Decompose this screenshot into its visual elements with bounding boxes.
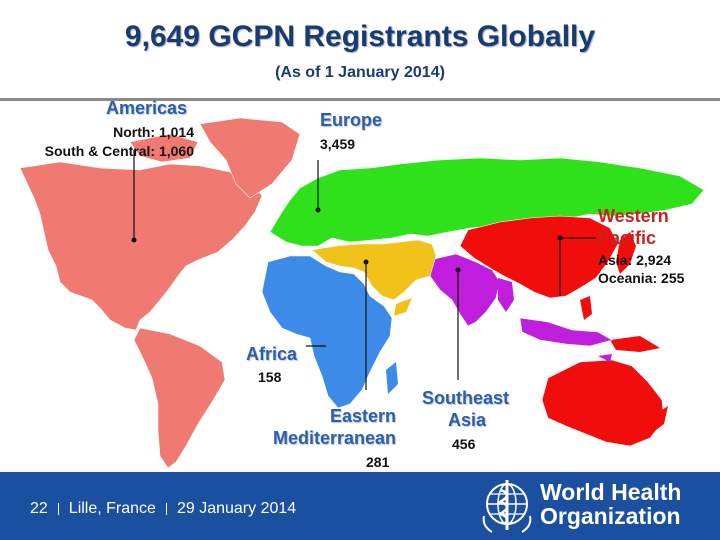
separator <box>57 502 59 515</box>
header-divider <box>0 98 720 101</box>
philippines <box>580 296 592 320</box>
pacific-islands <box>610 336 660 352</box>
americas-region <box>19 161 263 331</box>
who-wordmark: World Health Organization <box>540 480 681 528</box>
page-number: 22 <box>30 500 48 517</box>
footer-info: 22 Lille, France 29 January 2014 <box>30 500 296 518</box>
southeast-asia-region <box>429 253 501 327</box>
eastern-mediterranean-region <box>311 239 437 301</box>
indonesia <box>519 317 613 347</box>
slide-subtitle: (As of 1 January 2014) <box>275 64 445 81</box>
world-map <box>19 117 705 469</box>
australia <box>541 359 665 447</box>
arctic-islands <box>129 133 199 163</box>
europe-value: 3,459 <box>320 136 356 152</box>
who-name-line-2: Organization <box>540 503 681 529</box>
eastern-mediterranean-value: 281 <box>366 454 390 470</box>
europe-dot <box>315 207 321 213</box>
who-emblem-icon <box>482 480 532 533</box>
callout-lines <box>133 150 596 390</box>
americas-label: Americas <box>106 98 188 118</box>
southeast-asia-value: 456 <box>452 436 476 452</box>
event-location: Lille, France <box>68 500 156 517</box>
western-pacific-oceania-value: Oceania: 255 <box>598 270 685 286</box>
africa-region <box>261 255 393 409</box>
africa-label: Africa <box>246 344 298 364</box>
madagascar <box>386 362 398 394</box>
myanmar-thailand <box>498 278 514 312</box>
who-name-line-1: World Health <box>540 479 682 505</box>
timor-leste <box>598 354 612 362</box>
western-pacific-dot <box>557 235 563 241</box>
western-pacific-label-1: Western <box>598 206 669 226</box>
japan <box>616 232 636 274</box>
eastern-mediterranean-dot <box>363 259 369 265</box>
eastern-mediterranean-label-2: Mediterranean <box>272 428 396 448</box>
americas-north-value: North: 1,014 <box>113 124 194 140</box>
western-pacific-asia-value: Asia: 2,924 <box>598 252 672 268</box>
horn-of-africa <box>394 298 412 316</box>
event-date: 29 January 2014 <box>176 500 297 517</box>
southeast-asia-label-1: Southeast <box>422 388 510 408</box>
southeast-asia-dot <box>455 267 461 273</box>
slide-title: 9,649 GCPN Registrants Globally <box>124 20 596 53</box>
europe-region <box>269 157 705 247</box>
eastern-mediterranean-label-1: Eastern <box>329 406 396 426</box>
americas-south <box>133 327 226 469</box>
africa-value: 158 <box>258 369 282 385</box>
footer-bar: 22 Lille, France 29 January 2014 <box>0 472 720 540</box>
new-zealand <box>648 406 668 436</box>
greenland <box>199 117 301 199</box>
western-pacific-label-2: Pacific <box>598 228 657 248</box>
callout-dots <box>131 207 563 273</box>
western-pacific-region <box>459 215 619 299</box>
southeast-asia-label-2: Asia <box>448 410 487 430</box>
americas-south-value: South & Central: 1,060 <box>44 143 194 159</box>
americas-dot <box>131 237 137 243</box>
separator <box>165 502 167 515</box>
europe-label: Europe <box>320 110 383 130</box>
